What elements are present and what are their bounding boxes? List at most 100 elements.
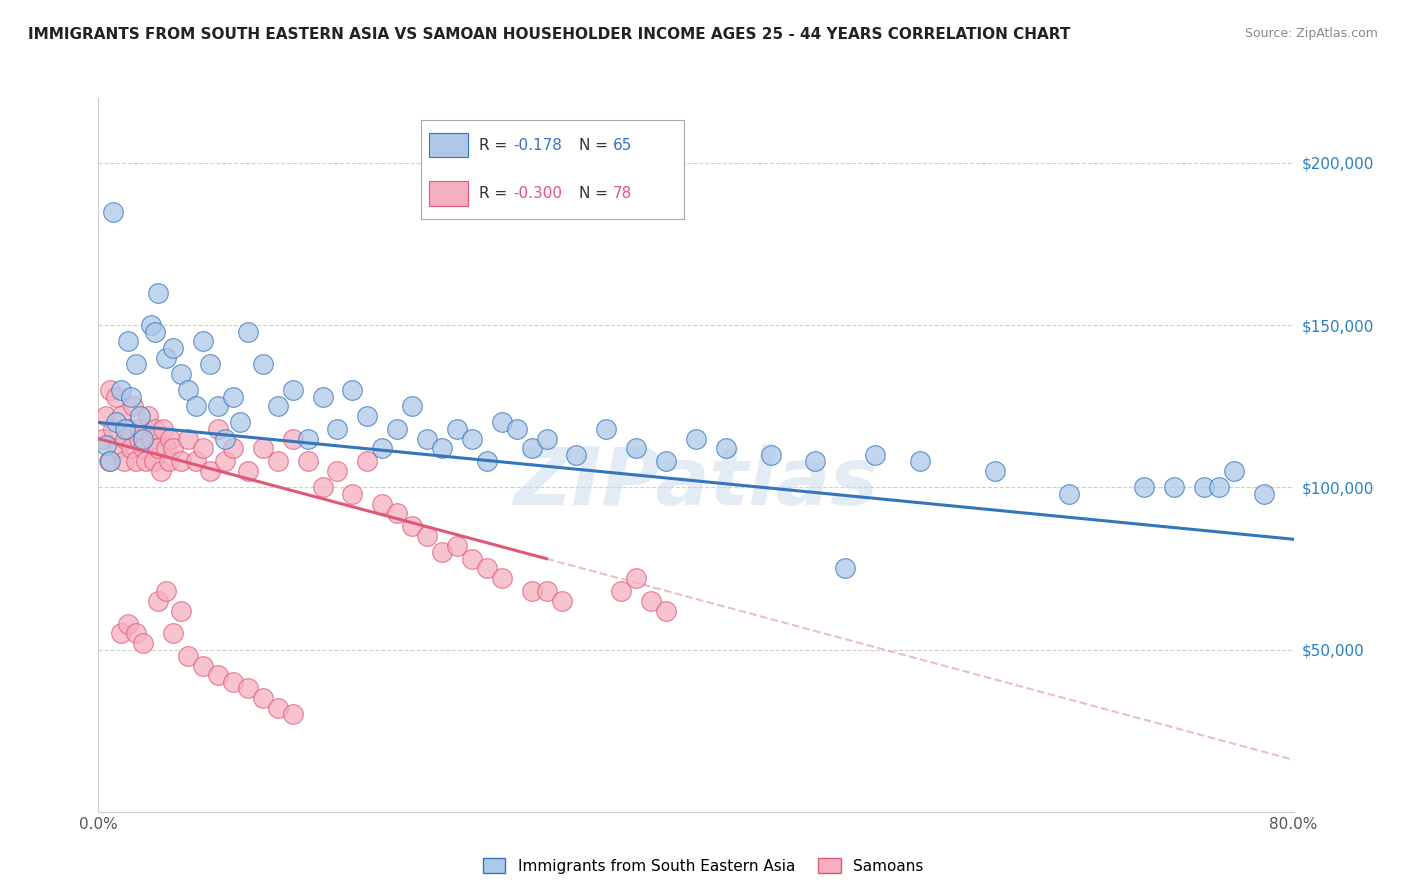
Point: [385, 506, 409, 520]
Point: [804, 454, 827, 468]
Point: [401, 519, 423, 533]
Point: [229, 416, 252, 430]
Point: [491, 416, 513, 430]
Point: [640, 594, 662, 608]
Text: IMMIGRANTS FROM SOUTH EASTERN ASIA VS SAMOAN HOUSEHOLDER INCOME AGES 25 - 44 YEA: IMMIGRANTS FROM SOUTH EASTERN ASIA VS SA…: [28, 27, 1070, 42]
Point: [177, 648, 200, 663]
Point: [655, 604, 678, 618]
Point: [430, 442, 453, 456]
Point: [520, 442, 543, 456]
Point: [120, 390, 142, 404]
Point: [191, 658, 214, 673]
Point: [207, 422, 229, 436]
Point: [536, 432, 558, 446]
Point: [550, 594, 572, 608]
Point: [162, 341, 184, 355]
Point: [114, 422, 136, 436]
Point: [865, 448, 887, 462]
Point: [107, 442, 129, 456]
Point: [169, 454, 191, 468]
Point: [143, 422, 166, 436]
Point: [125, 454, 148, 468]
Point: [100, 383, 122, 397]
Point: [446, 422, 468, 436]
Point: [129, 422, 152, 436]
Point: [110, 409, 132, 423]
Point: [100, 454, 122, 468]
Point: [222, 390, 245, 404]
Point: [129, 409, 152, 423]
Point: [148, 285, 170, 300]
Point: [105, 390, 128, 404]
Point: [252, 442, 274, 456]
Point: [135, 454, 157, 468]
Point: [132, 432, 155, 446]
Point: [152, 422, 174, 436]
Point: [97, 454, 120, 468]
Point: [610, 584, 633, 599]
Point: [117, 616, 139, 631]
Point: [252, 691, 274, 706]
Point: [214, 432, 236, 446]
Point: [371, 497, 394, 511]
Point: [252, 357, 274, 371]
Point: [385, 422, 409, 436]
Point: [150, 464, 173, 478]
Point: [200, 357, 222, 371]
Point: [416, 529, 439, 543]
Point: [475, 454, 498, 468]
Point: [326, 422, 349, 436]
Point: [139, 318, 162, 333]
Point: [311, 390, 333, 404]
Point: [214, 454, 236, 468]
Point: [342, 383, 364, 397]
Point: [595, 422, 617, 436]
Point: [132, 636, 155, 650]
Point: [281, 707, 304, 722]
Point: [311, 480, 333, 494]
Point: [685, 432, 707, 446]
Point: [1133, 480, 1156, 494]
Point: [356, 409, 378, 423]
Point: [94, 438, 117, 452]
Point: [297, 454, 319, 468]
Point: [200, 464, 222, 478]
Point: [908, 454, 931, 468]
Point: [157, 454, 180, 468]
Point: [461, 551, 484, 566]
Point: [148, 594, 170, 608]
Point: [207, 668, 229, 682]
Point: [267, 701, 290, 715]
Point: [491, 571, 513, 585]
Point: [655, 454, 678, 468]
Point: [191, 442, 214, 456]
Point: [155, 351, 177, 365]
Legend: Immigrants from South Eastern Asia, Samoans: Immigrants from South Eastern Asia, Samo…: [477, 852, 929, 880]
Point: [117, 422, 139, 436]
Point: [446, 539, 468, 553]
Text: ZIPatlas: ZIPatlas: [513, 444, 879, 523]
Point: [94, 409, 117, 423]
Point: [105, 416, 128, 430]
Point: [103, 204, 125, 219]
Point: [169, 604, 191, 618]
Point: [142, 454, 165, 468]
Point: [281, 432, 304, 446]
Point: [184, 399, 207, 413]
Point: [536, 584, 558, 599]
Point: [132, 442, 155, 456]
Point: [125, 357, 148, 371]
Point: [461, 432, 484, 446]
Point: [759, 448, 782, 462]
Point: [506, 422, 529, 436]
Point: [416, 432, 439, 446]
Point: [184, 454, 207, 468]
Point: [236, 681, 259, 696]
Point: [326, 464, 349, 478]
Point: [222, 442, 245, 456]
Point: [159, 432, 181, 446]
Point: [714, 442, 737, 456]
Point: [162, 442, 184, 456]
Point: [121, 399, 143, 413]
Point: [236, 464, 259, 478]
